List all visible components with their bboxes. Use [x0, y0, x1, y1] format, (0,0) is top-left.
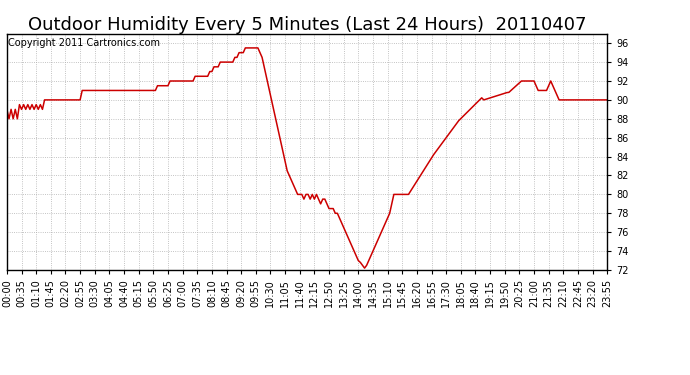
Text: Copyright 2011 Cartronics.com: Copyright 2011 Cartronics.com — [8, 39, 160, 48]
Title: Outdoor Humidity Every 5 Minutes (Last 24 Hours)  20110407: Outdoor Humidity Every 5 Minutes (Last 2… — [28, 16, 586, 34]
